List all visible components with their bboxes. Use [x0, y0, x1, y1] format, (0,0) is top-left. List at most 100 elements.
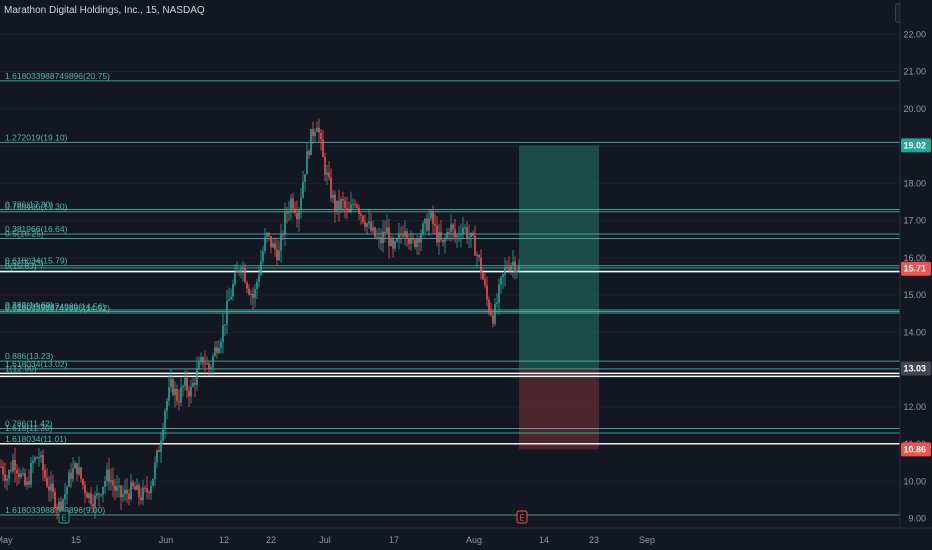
- candle-body: [404, 231, 406, 237]
- candle-body: [490, 310, 492, 316]
- candle-body: [338, 200, 340, 209]
- candle-body: [44, 469, 46, 478]
- candle-body: [144, 487, 146, 489]
- candle-body: [32, 460, 34, 463]
- candle-body: [302, 181, 304, 198]
- candle-body: [102, 486, 104, 495]
- candle-body: [172, 379, 174, 395]
- candle-body: [390, 239, 392, 246]
- candle-body: [362, 215, 364, 223]
- candle-body: [282, 234, 284, 236]
- fib-label: 0.382(14.60): [5, 300, 53, 310]
- candle-body: [466, 227, 468, 239]
- candle-body: [406, 231, 408, 239]
- candle-body: [136, 485, 138, 490]
- candle-body: [110, 480, 112, 482]
- candle-body: [488, 299, 490, 311]
- candle-body: [464, 227, 466, 229]
- fib-label: 0.5(16.25): [5, 229, 44, 239]
- candle-body: [374, 227, 376, 238]
- candle-body: [124, 489, 126, 495]
- candle-body: [252, 294, 254, 298]
- candle-body: [380, 236, 382, 244]
- candle-body: [202, 357, 204, 364]
- candle-body: [442, 239, 444, 243]
- candle-body: [38, 457, 40, 459]
- y-tick-label: 18.00: [903, 178, 926, 188]
- candle-body: [46, 477, 48, 487]
- candle-body: [240, 269, 242, 272]
- candle-body: [346, 207, 348, 210]
- candle-body: [494, 303, 496, 324]
- candle-body: [290, 198, 292, 212]
- candle-body: [212, 355, 214, 368]
- candle-body: [504, 267, 506, 275]
- candle-body: [200, 357, 202, 363]
- candle-body: [468, 236, 470, 239]
- candle-body: [158, 450, 160, 453]
- candle-body: [160, 440, 162, 453]
- candle-body: [480, 257, 482, 273]
- candle-body: [182, 385, 184, 388]
- candle-body: [422, 223, 424, 235]
- candle-body: [410, 237, 412, 244]
- candle-body: [126, 489, 128, 494]
- candle-body: [304, 174, 306, 182]
- candle-body: [328, 172, 330, 178]
- candle-body: [146, 487, 148, 493]
- candle-body: [96, 493, 98, 496]
- fib-label: 0.786(11.42): [5, 419, 53, 429]
- candle-body: [382, 231, 384, 244]
- candle-body: [168, 387, 170, 401]
- x-tick-label: Jul: [319, 535, 331, 545]
- candle-body: [340, 198, 342, 209]
- fib-label: 0.886(13.23): [5, 351, 53, 361]
- candle-body: [28, 481, 30, 485]
- candle-body: [332, 194, 334, 198]
- candle-body: [254, 288, 256, 298]
- fib-label: 0.5(15.73): [5, 258, 44, 268]
- candle-body: [184, 377, 186, 386]
- candle-body: [456, 235, 458, 238]
- candle-body: [56, 508, 58, 511]
- price-label-bg: [901, 261, 931, 276]
- candle-body: [138, 485, 140, 498]
- candle-body: [386, 227, 388, 233]
- candle-body: [428, 218, 430, 231]
- candle-body: [236, 270, 238, 272]
- candle-body: [86, 492, 88, 499]
- candle-body: [0, 466, 2, 468]
- candle-body: [116, 486, 118, 491]
- candle-body: [72, 468, 74, 480]
- candle-body: [316, 127, 318, 132]
- x-tick-label: May: [0, 535, 13, 545]
- candle-body: [22, 473, 24, 475]
- candle-body: [336, 200, 338, 211]
- candle-body: [90, 493, 92, 504]
- price-label-bg: [901, 442, 931, 457]
- candle-body: [394, 241, 396, 249]
- candle-body: [154, 462, 156, 479]
- candle-body: [358, 207, 360, 214]
- candle-body: [242, 267, 244, 270]
- candle-body: [180, 387, 182, 403]
- fib-label: 0.786466(17.30): [5, 202, 68, 212]
- candle-body: [498, 284, 500, 303]
- position-zones: [519, 145, 599, 450]
- candle-body: [408, 238, 410, 244]
- time-axis[interactable]: May 15 Jun 12 22 Jul 17 Aug 14 23 Sep: [0, 527, 932, 545]
- candle-body: [248, 288, 250, 295]
- x-tick-label: 14: [539, 535, 549, 545]
- candle-body: [262, 251, 264, 262]
- candle-body: [270, 235, 272, 248]
- candle-body: [94, 495, 96, 507]
- candle-body: [210, 367, 212, 370]
- candle-body: [288, 211, 290, 214]
- price-axis[interactable]: 9.0010.0011.0012.0013.0014.0015.0016.001…: [899, 0, 932, 550]
- x-tick-label: 22: [266, 535, 276, 545]
- candle-body: [318, 127, 320, 133]
- candle-body: [8, 470, 10, 479]
- candle-body: [356, 204, 358, 208]
- earnings-marker-label: E: [519, 514, 524, 523]
